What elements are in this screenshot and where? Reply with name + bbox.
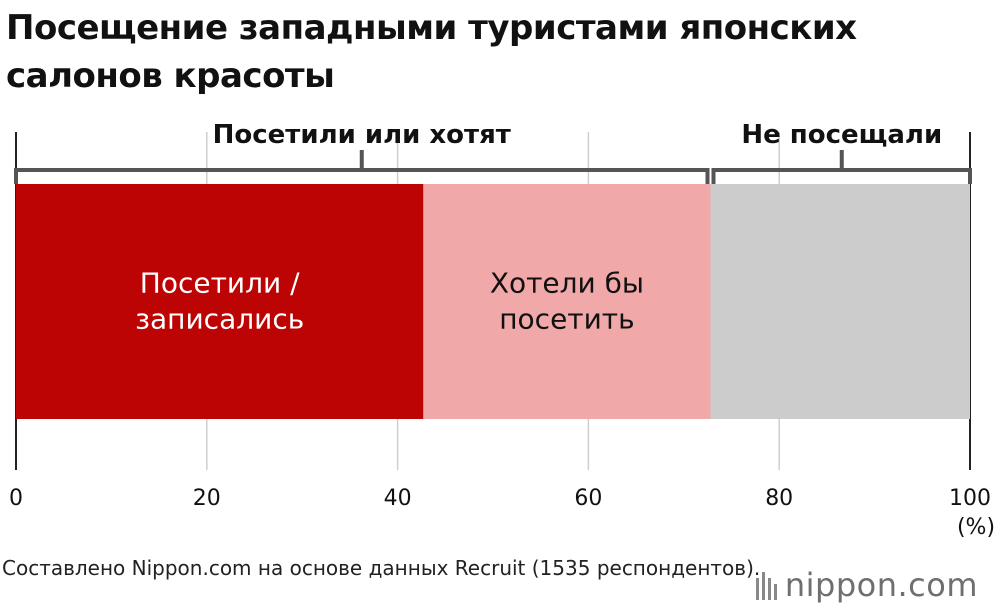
segment-label: записались	[135, 303, 304, 336]
x-tick-label: 20	[193, 486, 221, 511]
logo-mark-icon	[755, 570, 777, 600]
chart-title: Посещение западными туристами японских с…	[6, 8, 857, 96]
unit-label: (%)	[957, 515, 995, 540]
group-bracket: Не посещали	[711, 120, 972, 184]
group-label: Не посещали	[741, 120, 942, 150]
segment-label: Хотели бы	[490, 267, 644, 300]
group-label: Посетили или хотят	[213, 120, 511, 150]
x-tick-label: 40	[384, 486, 412, 511]
segment-label: посетить	[499, 303, 634, 336]
nippon-logo: nippon.com	[755, 566, 978, 604]
x-tick-label: 80	[765, 486, 793, 511]
segment-label: Посетили /	[140, 267, 300, 300]
bracket-layer: Посетили или хотят Не посещали	[14, 120, 972, 184]
axis-layer: 0 20 40 60 80 100 (%)	[9, 486, 995, 540]
group-bracket: Посетили или хотят	[14, 120, 710, 184]
x-tick-label: 0	[9, 486, 23, 511]
bar-segment	[710, 184, 970, 419]
bar-segment	[423, 184, 711, 419]
bar-segment	[16, 184, 424, 419]
source-note: Составлено Nippon.com на основе данных R…	[2, 556, 761, 580]
x-tick-label: 100	[949, 486, 991, 511]
x-tick-label: 60	[574, 486, 602, 511]
logo-text: nippon.com	[784, 566, 978, 604]
